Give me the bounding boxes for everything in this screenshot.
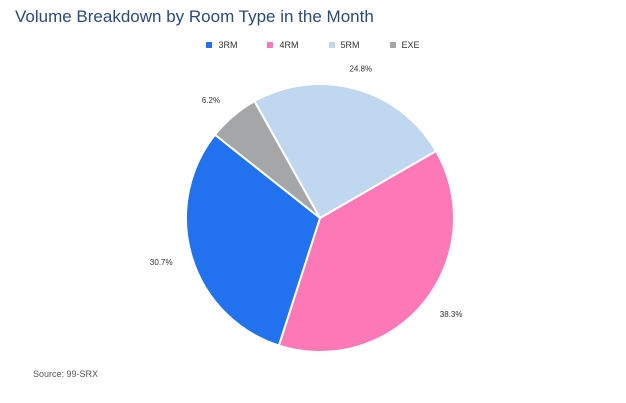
legend-swatch-4rm bbox=[267, 42, 274, 48]
legend-label-3rm: 3RM bbox=[218, 40, 238, 50]
legend-item-5rm: 5RM bbox=[328, 40, 360, 50]
pie-slice-5rm bbox=[253, 83, 438, 219]
pie-slice-4rm bbox=[277, 150, 455, 353]
legend-label-exe: EXE bbox=[401, 40, 420, 50]
chart-title: Volume Breakdown by Room Type in the Mon… bbox=[15, 7, 374, 26]
slice-label-4rm: 38.3% bbox=[440, 310, 463, 319]
slice-label-5rm: 24.8% bbox=[349, 65, 372, 74]
pie-slice-3rm bbox=[185, 133, 321, 347]
legend-item-4rm: 4RM bbox=[267, 40, 299, 50]
legend: 3RM 4RM 5RM EXE bbox=[0, 40, 626, 50]
legend-item-exe: EXE bbox=[389, 40, 420, 50]
legend-label-4rm: 4RM bbox=[279, 40, 299, 50]
legend-swatch-3rm bbox=[206, 42, 213, 48]
legend-swatch-exe bbox=[389, 42, 396, 48]
slice-label-exe: 6.2% bbox=[202, 96, 220, 105]
legend-swatch-5rm bbox=[328, 42, 335, 48]
legend-item-3rm: 3RM bbox=[206, 40, 237, 50]
slice-label-3rm: 30.7% bbox=[150, 258, 173, 267]
legend-label-5rm: 5RM bbox=[340, 40, 360, 50]
source-note: Source: 99-SRX bbox=[33, 369, 99, 379]
